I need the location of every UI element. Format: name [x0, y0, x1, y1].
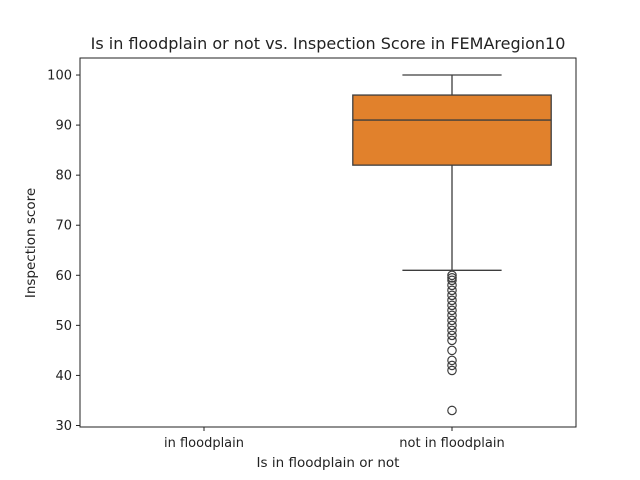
x-axis-label: Is in floodplain or not: [257, 455, 400, 471]
y-tick-label: 70: [55, 219, 72, 234]
chart-title: Is in floodplain or not vs. Inspection S…: [91, 34, 566, 53]
plot-frame: [79, 57, 577, 428]
outlier-point: [447, 285, 457, 296]
outlier-point: [447, 272, 457, 283]
y-tick-label: 80: [55, 169, 72, 184]
y-axis: 30 40 50 60 70 80 90 100: [47, 69, 80, 434]
outlier-point: [447, 280, 457, 291]
outlier-point: [447, 305, 457, 316]
outlier-point: [447, 325, 457, 336]
outlier-point: [447, 275, 457, 286]
x-tick-label: in floodplain: [164, 436, 244, 451]
outlier-point: [447, 355, 457, 366]
outlier-point: [447, 270, 457, 281]
y-axis-label: Inspection score: [23, 188, 39, 298]
y-tick-label: 60: [55, 269, 72, 284]
plot-area: [79, 57, 577, 428]
x-axis: in floodplain not in floodplain: [164, 427, 505, 451]
outlier-point: [447, 360, 457, 371]
outlier-point: [447, 320, 457, 331]
y-tick-label: 30: [55, 419, 72, 434]
y-tick-label: 100: [47, 69, 72, 84]
y-tick-label: 90: [55, 119, 72, 134]
y-tick-label: 40: [55, 369, 72, 384]
box-group-1: [352, 74, 552, 416]
outlier-point: [447, 315, 457, 326]
outlier-point: [447, 345, 457, 356]
box-iqr: [352, 94, 552, 166]
y-tick-label: 50: [55, 319, 72, 334]
outlier-point: [447, 330, 457, 341]
outlier-point: [447, 335, 457, 346]
outlier-point: [447, 405, 457, 416]
outlier-point: [447, 365, 457, 376]
x-tick-label: not in floodplain: [399, 436, 504, 451]
outlier-point: [447, 310, 457, 321]
outlier-point: [447, 300, 457, 311]
outlier-point: [447, 295, 457, 306]
outlier-point: [447, 290, 457, 301]
